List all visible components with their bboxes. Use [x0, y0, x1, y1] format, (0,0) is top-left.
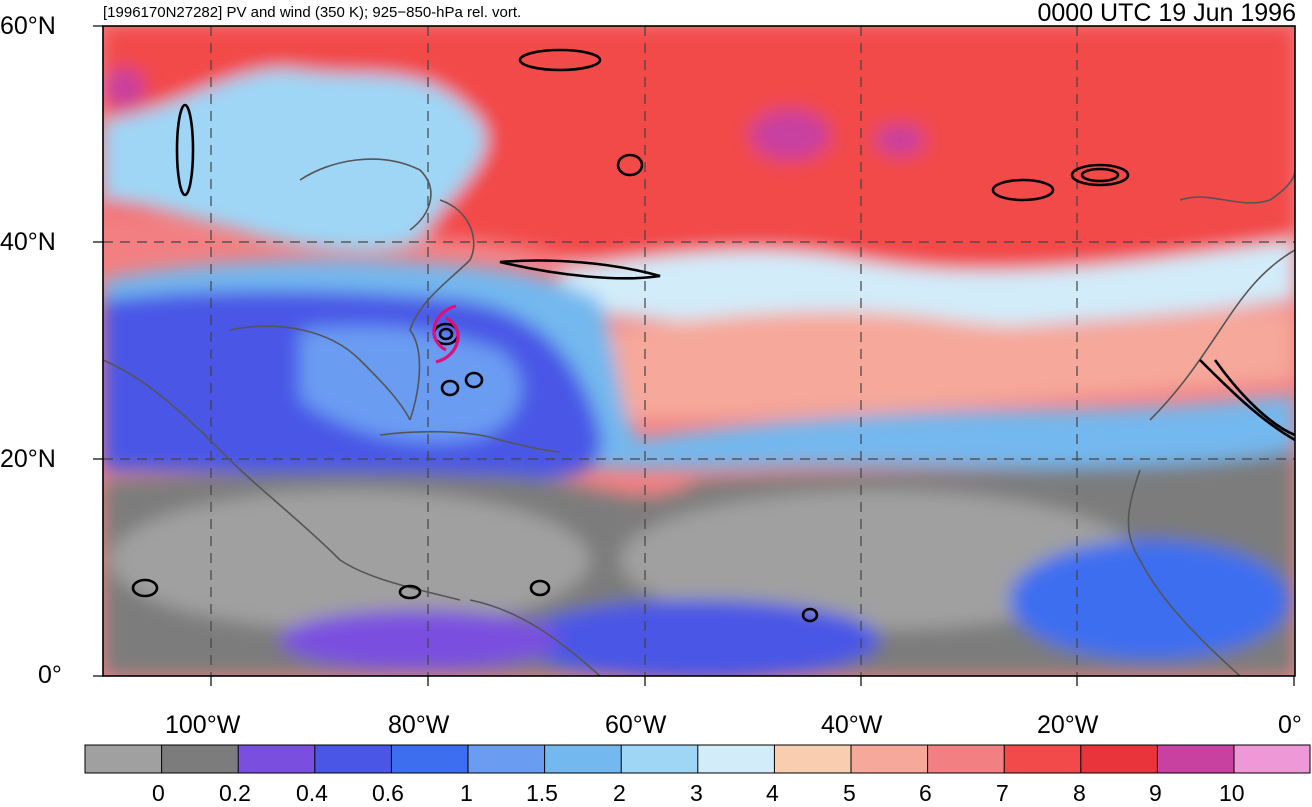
- lon-label-0: 0°: [1278, 711, 1302, 739]
- colorbar-box-13: [1080, 745, 1158, 773]
- colorbar-box-11: [927, 745, 1005, 773]
- figure-subtitle: [1996170N27282] PV and wind (350 K); 925…: [103, 4, 522, 21]
- colorbar-box-8: [697, 745, 775, 773]
- map-ticks: [93, 25, 1295, 686]
- colorbar-box-2: [238, 745, 315, 773]
- colorbar-tick: 4: [766, 780, 779, 806]
- map-frame: [102, 25, 1296, 677]
- colorbar-tick: 0.2: [219, 780, 251, 806]
- vorticity-contours: [131, 48, 1295, 623]
- lon-label-20w: 20°W: [1037, 711, 1099, 739]
- colorbar-box-12: [1004, 745, 1081, 773]
- lon-label-40w: 40°W: [821, 711, 883, 739]
- colorbar-tick: 10: [1219, 780, 1245, 806]
- colorbar-box-3: [314, 745, 392, 773]
- colorbar-box-1: [161, 745, 239, 773]
- colorbar-box-15: [1234, 745, 1310, 773]
- colorbar-tick: 6: [919, 780, 932, 806]
- coastlines: [103, 158, 1295, 676]
- colorbar-tick: 8: [1073, 780, 1086, 806]
- colorbar-tick: 0.4: [296, 780, 328, 806]
- lat-label-60n: 60°N: [0, 12, 56, 40]
- lon-label-60w: 60°W: [605, 711, 667, 739]
- colorbar-tick: 7: [996, 780, 1009, 806]
- colorbar-box-14: [1157, 745, 1234, 773]
- colorbar-tick: 0: [152, 780, 165, 806]
- colorbar-tick: 1: [460, 780, 473, 806]
- lon-label-80w: 80°W: [388, 711, 450, 739]
- lon-label-100w: 100°W: [165, 711, 241, 739]
- colorbar-box-0: [85, 745, 162, 773]
- lat-label-20n: 20°N: [0, 445, 56, 473]
- lat-label-40n: 40°N: [0, 228, 56, 256]
- lat-label-0: 0°: [38, 661, 62, 689]
- pv-field: [103, 26, 1295, 676]
- colorbar-tick: 1.5: [526, 780, 558, 806]
- colorbar-box-4: [391, 745, 468, 773]
- colorbar-tick: 3: [690, 780, 703, 806]
- colorbar-tick: 9: [1149, 780, 1162, 806]
- colorbar: [84, 744, 1311, 774]
- colorbar-box-10: [851, 745, 928, 773]
- valid-time: 0000 UTC 19 Jun 1996: [1037, 0, 1296, 27]
- colorbar-box-5: [468, 745, 545, 773]
- storm-symbol: [432, 304, 460, 364]
- colorbar-box-6: [544, 745, 622, 773]
- colorbar-box-9: [774, 745, 851, 773]
- graticule: [103, 26, 1295, 676]
- colorbar-tick: 2: [613, 780, 626, 806]
- colorbar-tick: 5: [843, 780, 856, 806]
- colorbar-box-7: [621, 745, 698, 773]
- colorbar-tick: 0.6: [372, 780, 404, 806]
